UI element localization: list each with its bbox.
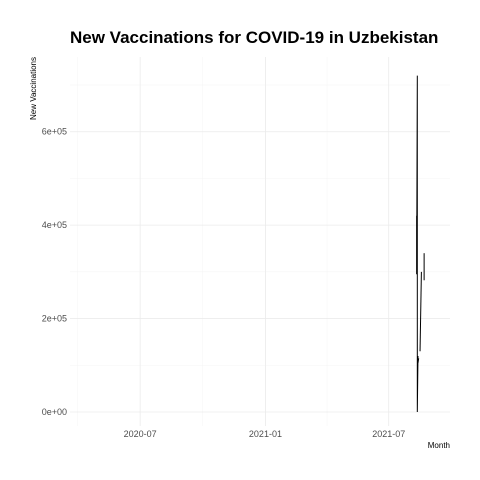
x-tick-label: 2021-01 [249,429,282,439]
y-tick-label: 6e+05 [42,127,67,137]
x-axis-label: Month [428,441,450,450]
x-axis-ticks: 2020-07 2021-01 2021-07 [124,429,406,439]
x-tick-label: 2021-07 [372,429,405,439]
y-tick-label: 0e+00 [42,407,67,417]
major-gridlines [70,57,450,426]
y-tick-label: 4e+05 [42,220,67,230]
minor-gridlines [70,57,450,426]
series-line [419,271,422,352]
y-axis-ticks: 0e+00 2e+05 4e+05 6e+05 [42,127,67,417]
y-tick-label: 2e+05 [42,314,67,324]
series-lines [416,75,425,412]
x-tick-label: 2020-07 [124,429,157,439]
chart-title: New Vaccinations for COVID-19 in Uzbekis… [70,28,438,47]
series-line [416,75,420,412]
y-axis-label: New Vaccinations [29,57,38,120]
